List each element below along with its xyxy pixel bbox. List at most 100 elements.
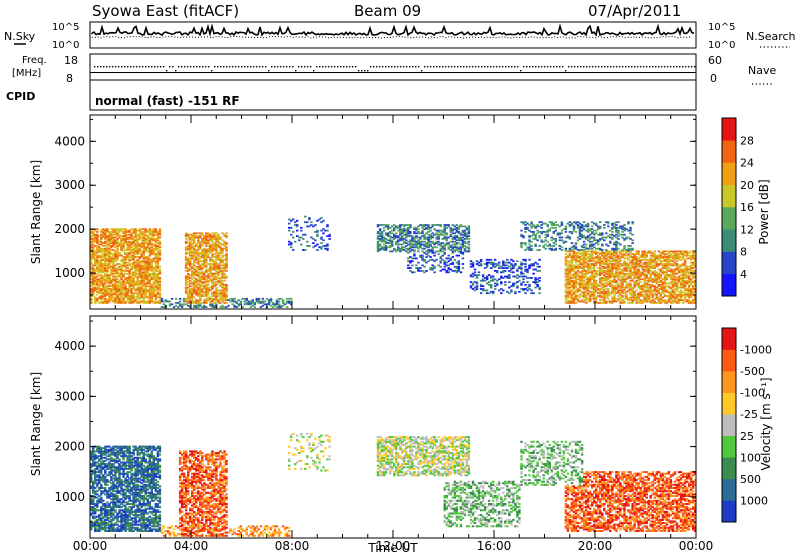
data-cell — [461, 253, 465, 256]
data-cell — [102, 242, 105, 244]
data-cell — [138, 264, 141, 267]
data-cell — [401, 224, 404, 226]
data-cell — [635, 268, 638, 271]
data-cell — [580, 295, 584, 297]
data-cell — [98, 256, 101, 258]
data-cell — [597, 302, 600, 304]
data-cell — [124, 296, 127, 299]
data-cell — [534, 279, 537, 282]
data-cell — [574, 282, 578, 285]
data-cell — [421, 232, 424, 235]
data-cell — [399, 249, 402, 251]
data-cell — [431, 268, 434, 271]
data-cell — [564, 264, 568, 267]
data-cell — [152, 228, 156, 231]
data-cell — [413, 271, 416, 274]
data-cell — [138, 300, 141, 303]
data-cell — [605, 236, 608, 239]
data-cell — [584, 282, 588, 285]
data-cell — [485, 261, 489, 264]
data-cell — [524, 265, 527, 268]
data-cell — [597, 270, 600, 272]
data-cell — [132, 283, 135, 286]
data-cell — [411, 245, 414, 247]
data-cell — [229, 300, 232, 303]
data-cell — [136, 253, 139, 256]
data-cell — [197, 299, 200, 302]
data-cell — [431, 247, 434, 250]
data-cell — [154, 238, 158, 240]
data-cell — [100, 243, 103, 246]
data-cell — [203, 285, 206, 288]
data-cell — [326, 249, 329, 251]
data-cell — [154, 239, 158, 242]
data-cell — [415, 236, 418, 239]
data-cell — [122, 297, 125, 300]
data-cell — [92, 253, 95, 256]
nsearch-trace — [91, 35, 693, 39]
data-cell — [625, 293, 628, 296]
data-cell — [140, 260, 143, 263]
data-cell — [213, 238, 216, 240]
data-cell — [124, 258, 127, 261]
data-cell — [479, 279, 483, 282]
data-cell — [532, 231, 535, 233]
data-cell — [441, 247, 444, 250]
data-cell — [102, 270, 105, 272]
data-cell — [132, 254, 135, 257]
data-cell — [568, 254, 572, 257]
data-cell — [514, 263, 517, 265]
data-cell — [445, 271, 448, 274]
data-cell — [605, 249, 608, 251]
data-cell — [536, 225, 539, 228]
freq-point — [136, 66, 138, 68]
data-cell — [211, 303, 214, 306]
data-cell — [603, 236, 606, 239]
data-cell — [409, 242, 412, 244]
data-cell — [98, 290, 101, 293]
data-cell — [94, 238, 97, 240]
data-cell — [197, 235, 200, 237]
data-cell — [225, 293, 228, 296]
data-cell — [120, 293, 123, 296]
data-cell — [621, 295, 624, 297]
data-cell — [490, 286, 493, 289]
freq-point — [460, 66, 462, 68]
data-cell — [423, 224, 426, 226]
data-cell — [96, 297, 99, 300]
data-cell — [570, 286, 574, 289]
freq-point — [475, 66, 477, 68]
data-cell — [195, 300, 198, 303]
data-cell — [199, 289, 202, 292]
data-cell — [193, 290, 196, 293]
data-cell — [102, 253, 105, 256]
data-cell — [142, 274, 145, 276]
data-cell — [429, 226, 432, 229]
data-cell — [114, 288, 117, 290]
data-cell — [104, 238, 107, 240]
data-cell — [275, 303, 279, 306]
data-cell — [423, 258, 426, 261]
data-cell — [564, 257, 568, 260]
data-cell — [617, 242, 620, 244]
data-cell — [431, 240, 434, 243]
data-cell — [524, 243, 527, 246]
data-cell — [431, 235, 434, 237]
data-cell — [122, 282, 125, 285]
data-cell — [516, 260, 519, 263]
data-cell — [508, 281, 511, 283]
data-cell — [106, 285, 109, 288]
data-cell — [376, 238, 380, 240]
freq-point — [418, 66, 420, 68]
data-cell — [393, 247, 396, 250]
data-cell — [154, 254, 158, 257]
freq-point — [601, 66, 603, 68]
freq-point — [595, 66, 597, 68]
data-cell — [189, 233, 192, 236]
data-cell — [138, 288, 141, 290]
data-cell — [603, 290, 606, 293]
data-cell — [187, 257, 190, 260]
data-cell — [205, 278, 208, 281]
data-cell — [570, 231, 574, 233]
data-cell — [140, 281, 143, 283]
